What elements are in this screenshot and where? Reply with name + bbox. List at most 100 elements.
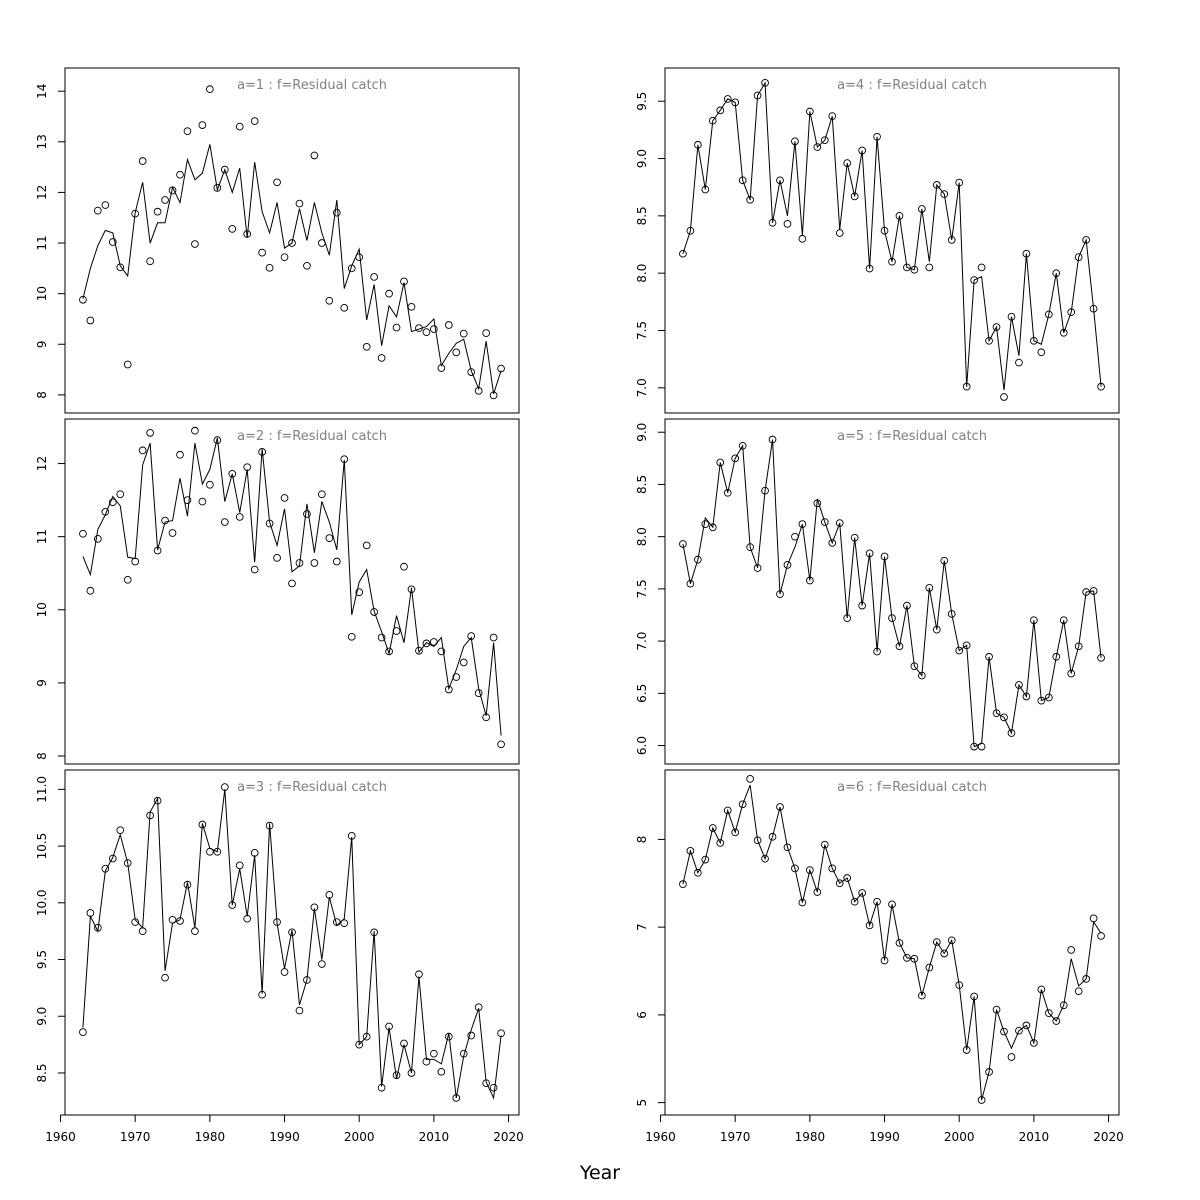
observed-point — [1000, 713, 1008, 722]
observed-point — [280, 968, 289, 976]
observed-point — [94, 535, 102, 543]
observed-point — [79, 1028, 87, 1036]
observed-point — [783, 220, 792, 228]
observed-point — [362, 342, 371, 351]
y-tick-label: 13 — [35, 134, 49, 149]
observed-point — [768, 832, 777, 841]
observed-point — [459, 329, 468, 338]
observed-point — [220, 165, 229, 174]
observed-point — [746, 775, 754, 783]
observed-point — [895, 939, 904, 947]
observed-point — [250, 565, 259, 574]
observed-point — [918, 991, 926, 1000]
observed-point — [716, 106, 725, 115]
observed-point — [153, 207, 162, 216]
panel-frame — [664, 418, 1120, 765]
observed-point — [183, 880, 192, 889]
observed-point — [176, 450, 184, 459]
observed-point — [161, 196, 169, 204]
observed-point — [258, 248, 266, 257]
observed-point — [437, 1067, 446, 1076]
observed-point — [701, 520, 710, 528]
observed-point — [1089, 914, 1098, 923]
observed-point — [444, 321, 453, 329]
observed-point — [79, 529, 87, 538]
observed-point — [288, 928, 296, 937]
observed-point — [385, 289, 393, 298]
observed-point — [138, 157, 147, 165]
observed-point — [318, 490, 326, 499]
panel-frame — [64, 769, 520, 1116]
observed-point — [932, 938, 941, 946]
observed-point — [1015, 681, 1023, 689]
observed-point — [489, 1083, 498, 1092]
observed-point — [392, 323, 401, 332]
observed-point — [1022, 1021, 1031, 1030]
observed-point — [235, 861, 244, 870]
observed-point — [828, 539, 837, 547]
observed-point — [835, 879, 844, 888]
observed-point — [303, 261, 311, 270]
observed-point — [108, 854, 117, 863]
observed-point — [191, 927, 199, 936]
observed-point — [925, 263, 934, 272]
observed-point — [482, 329, 490, 337]
panel-a3: a=3 : f=Residual catch 8.5 9.0 9.5 10.0 10.5 1… — [35, 769, 524, 1144]
panel-title: a=1 : f=Residual catch — [237, 78, 387, 93]
y-tick-label: 10 — [35, 602, 49, 617]
observed-point — [377, 354, 386, 362]
y-tick-label: 11.0 — [35, 776, 49, 803]
observed-point — [250, 117, 259, 125]
y-tick-label: 7 — [635, 923, 649, 931]
observed-point — [1052, 652, 1061, 661]
observed-point — [783, 843, 792, 852]
y-tick-label: 9.5 — [635, 92, 649, 111]
observed-point — [235, 122, 244, 131]
observed-point — [280, 494, 289, 502]
x-tick-label: 1960 — [45, 1130, 76, 1144]
fitted-line — [82, 144, 502, 395]
observed-point — [295, 199, 304, 208]
observed-point — [422, 328, 431, 336]
observed-point — [430, 638, 438, 646]
fitted-line — [82, 789, 502, 1100]
observed-point — [1074, 987, 1083, 996]
observed-point — [686, 579, 695, 588]
x-tick-label: 1960 — [645, 1130, 676, 1144]
observed-point — [1007, 729, 1016, 737]
observed-point — [340, 303, 349, 312]
observed-point — [1044, 310, 1053, 319]
x-tick-label: 2020 — [493, 1130, 524, 1144]
y-tick-label: 8.0 — [635, 264, 649, 283]
observed-point — [850, 897, 859, 906]
observed-point — [191, 426, 199, 435]
panel-a5: a=5 : f=Residual catch 6.0 6.5 7.0 7.5 8.0 8.5… — [635, 418, 1120, 765]
panel-frame — [64, 418, 520, 765]
observed-point — [318, 960, 326, 968]
observed-point — [310, 559, 319, 567]
x-tick-label: 1980 — [795, 1130, 826, 1144]
observed-point — [79, 295, 87, 304]
observed-point — [400, 562, 408, 571]
x-tick-label: 2020 — [1093, 1130, 1124, 1144]
observed-point — [228, 469, 237, 478]
observed-point — [977, 263, 986, 272]
panel-frame — [664, 769, 1120, 1116]
observed-point — [138, 446, 147, 455]
observed-point — [325, 296, 334, 305]
observed-point — [116, 490, 125, 499]
fitted-line — [682, 784, 1102, 1101]
observed-point — [497, 740, 505, 749]
observed-point — [813, 143, 822, 151]
x-tick-label: 2010 — [419, 1130, 450, 1144]
observed-point — [1037, 348, 1046, 357]
x-tick-label: 1990 — [269, 1130, 300, 1144]
observed-point — [850, 192, 859, 201]
observed-point — [731, 454, 740, 463]
observed-point — [176, 170, 184, 179]
y-tick-label: 10 — [35, 286, 49, 301]
panel-title: a=2 : f=Residual catch — [237, 429, 387, 444]
observed-point — [108, 498, 117, 507]
observed-point — [422, 639, 431, 648]
panel-a6: a=6 : f=Residual catch 5 6 7 8 1960 1970 1980 19… — [635, 769, 1124, 1144]
